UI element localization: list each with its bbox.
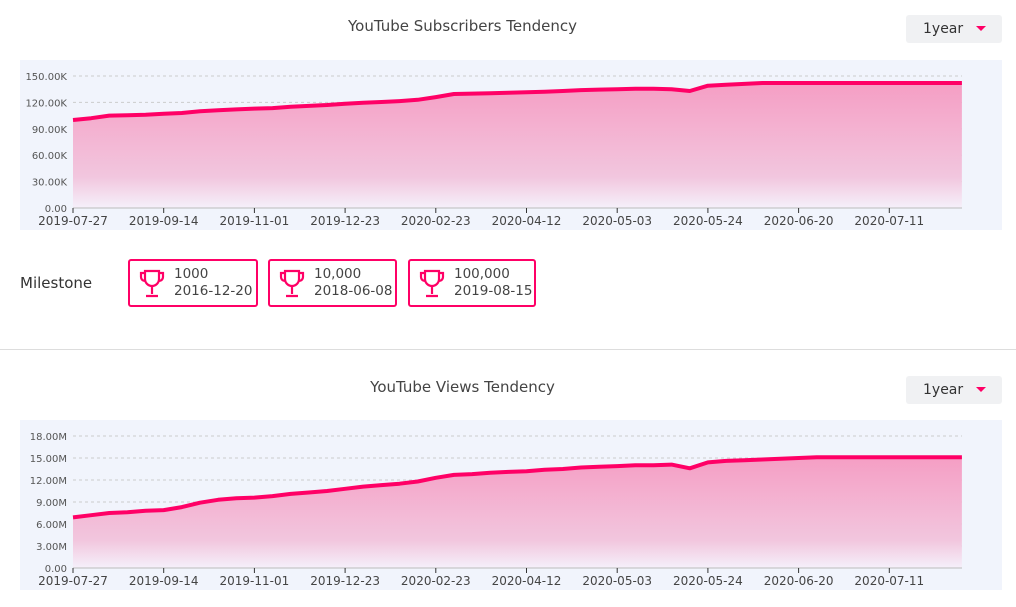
series-area bbox=[73, 457, 962, 568]
y-tick-label: 120.00K bbox=[25, 98, 67, 109]
x-tick-label: 2020-02-23 bbox=[401, 574, 471, 588]
x-tick-label: 2019-11-01 bbox=[220, 574, 290, 588]
trophy-icon bbox=[139, 269, 165, 298]
series-line bbox=[72, 455, 962, 520]
x-tick-label: 2020-05-03 bbox=[582, 574, 652, 588]
y-tick-label: 6.00M bbox=[36, 520, 67, 531]
milestone-label: Milestone bbox=[20, 274, 93, 292]
trophy-icon bbox=[279, 269, 305, 298]
series-area bbox=[73, 83, 962, 208]
x-tick-label: 2019-07-27 bbox=[38, 214, 108, 228]
x-tick-label: 2020-04-12 bbox=[492, 214, 562, 228]
milestone-count: 100,000 bbox=[454, 266, 510, 282]
y-tick-label: 15.00M bbox=[30, 454, 67, 465]
y-tick-label: 12.00M bbox=[30, 476, 67, 487]
range-value: 1year bbox=[923, 382, 964, 398]
caret-down-icon bbox=[976, 26, 986, 31]
series-line bbox=[72, 81, 962, 122]
y-tick-label: 90.00K bbox=[32, 125, 68, 136]
x-tick-label: 2020-06-20 bbox=[764, 214, 834, 228]
y-tick-label: 0.00 bbox=[45, 564, 67, 575]
y-tick-label: 60.00K bbox=[32, 151, 68, 162]
milestone-card: 100,000 2019-08-15 bbox=[408, 259, 536, 307]
y-tick-label: 30.00K bbox=[32, 178, 68, 189]
subscribers-range-dropdown[interactable]: 1year bbox=[906, 15, 1002, 43]
x-tick-label: 2019-09-14 bbox=[129, 214, 199, 228]
views-chart: 0.00 3.00M 6.00M 9.00M 12.00M 15.00M 18.00M 201… bbox=[20, 420, 1002, 590]
subscribers-chart: 0.00 30.00K 60.00K 90.00K 120.00K 150.00K 2019… bbox=[20, 60, 1002, 230]
y-tick-label: 150.00K bbox=[25, 72, 67, 83]
views-chart-title: YouTube Views Tendency bbox=[370, 378, 555, 396]
caret-down-icon bbox=[976, 387, 986, 392]
trophy-icon bbox=[419, 269, 445, 298]
x-tick-label: 2019-11-01 bbox=[220, 214, 290, 228]
views-range-dropdown[interactable]: 1year bbox=[906, 376, 1002, 404]
milestone-date: 2018-06-08 bbox=[314, 283, 393, 299]
x-tick-label: 2020-05-03 bbox=[582, 214, 652, 228]
x-tick-label: 2020-05-24 bbox=[673, 574, 743, 588]
x-tick-label: 2020-04-12 bbox=[492, 574, 562, 588]
x-tick-label: 2020-02-23 bbox=[401, 214, 471, 228]
x-tick-label: 2019-09-14 bbox=[129, 574, 199, 588]
milestone-date: 2016-12-20 bbox=[174, 283, 253, 299]
x-tick-label: 2019-07-27 bbox=[38, 574, 108, 588]
milestone-count: 10,000 bbox=[314, 266, 362, 282]
range-value: 1year bbox=[923, 21, 964, 37]
x-tick-label: 2020-07-11 bbox=[854, 214, 924, 228]
x-tick-label: 2020-07-11 bbox=[854, 574, 924, 588]
milestone-count: 1000 bbox=[174, 266, 209, 282]
y-tick-label: 0.00 bbox=[45, 204, 67, 215]
y-tick-label: 3.00M bbox=[36, 542, 67, 553]
y-tick-label: 18.00M bbox=[30, 432, 67, 443]
milestone-date: 2019-08-15 bbox=[454, 283, 533, 299]
x-tick-label: 2020-06-20 bbox=[764, 574, 834, 588]
x-tick-label: 2020-05-24 bbox=[673, 214, 743, 228]
subscribers-chart-title: YouTube Subscribers Tendency bbox=[348, 17, 577, 35]
section-divider bbox=[0, 349, 1016, 350]
x-tick-label: 2019-12-23 bbox=[310, 574, 380, 588]
x-tick-label: 2019-12-23 bbox=[310, 214, 380, 228]
milestone-card: 10,000 2018-06-08 bbox=[268, 259, 397, 307]
y-tick-label: 9.00M bbox=[36, 498, 67, 509]
milestone-card: 1000 2016-12-20 bbox=[128, 259, 258, 307]
